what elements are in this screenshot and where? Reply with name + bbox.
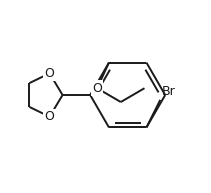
- Text: Br: Br: [161, 85, 175, 98]
- Text: O: O: [92, 82, 102, 95]
- Text: O: O: [45, 110, 54, 123]
- Text: O: O: [45, 67, 54, 80]
